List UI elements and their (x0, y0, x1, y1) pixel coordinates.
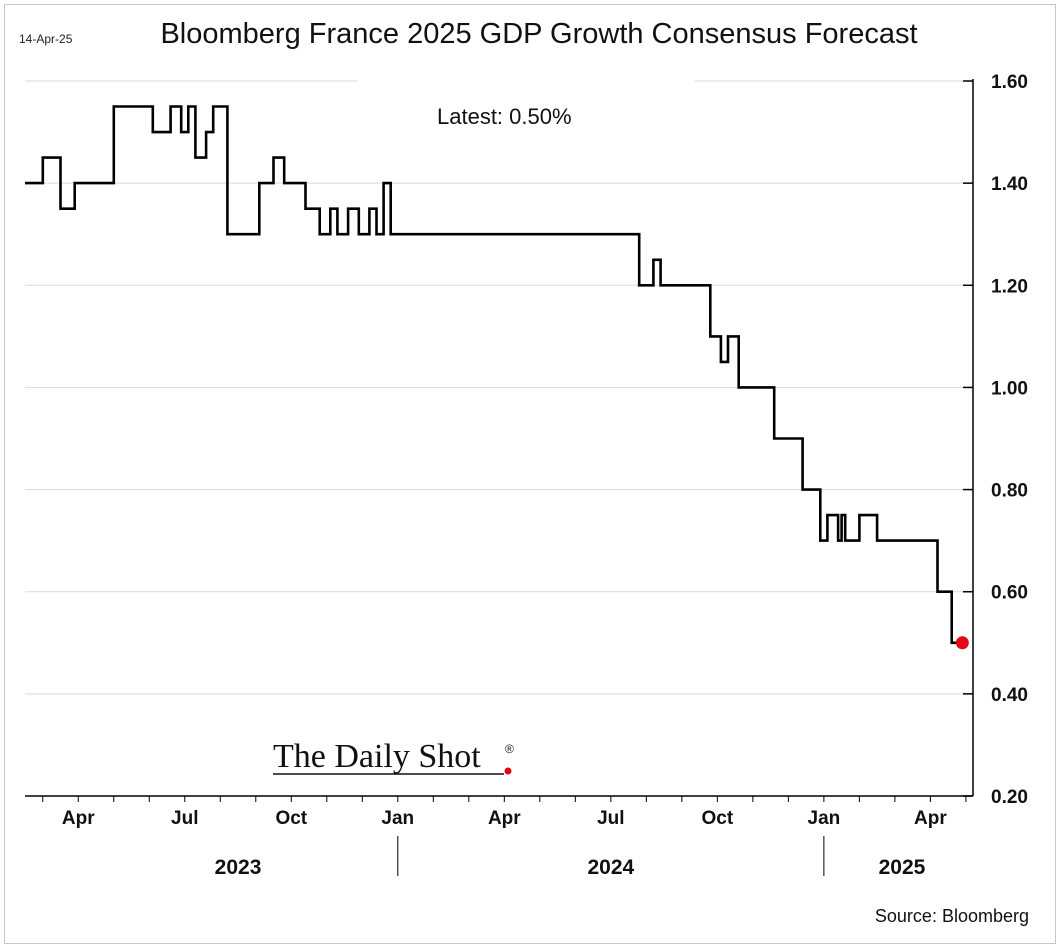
y-axis: 1.60 1.40 1.20 1.00 0.80 0.60 0.40 0.20 (963, 72, 1028, 808)
watermark-logo: The Daily Shot ® (273, 738, 514, 775)
year-label: 2024 (587, 856, 634, 879)
y-tick-label: 0.60 (991, 583, 1028, 604)
x-tick-label: Jul (171, 808, 198, 829)
series-line (25, 105, 963, 645)
year-label: 2023 (215, 856, 262, 879)
y-tick-label: 1.60 (991, 72, 1028, 93)
y-tick-label: 1.20 (991, 276, 1028, 297)
chart-frame: 14-Apr-25 Bloomberg France 2025 GDP Grow… (4, 4, 1056, 944)
y-tick-label: 0.40 (991, 685, 1028, 706)
y-tick-label: 0.20 (991, 787, 1028, 808)
x-tick-label: Apr (914, 808, 947, 829)
x-tick-label: Jul (597, 808, 624, 829)
x-tick-label: Oct (702, 808, 734, 829)
source-label: Source: Bloomberg (875, 906, 1029, 926)
watermark-dot (504, 767, 512, 775)
chart-title: Bloomberg France 2025 GDP Growth Consens… (160, 18, 917, 50)
date-label: 14-Apr-25 (19, 32, 73, 46)
x-tick-label: Apr (488, 808, 521, 829)
x-tick-label: Oct (275, 808, 307, 829)
watermark-registered-mark: ® (505, 742, 514, 756)
x-tick-label: Jan (381, 808, 414, 829)
x-tick-label: Apr (62, 808, 95, 829)
watermark-text: The Daily Shot (273, 738, 481, 775)
series-layer (25, 105, 969, 650)
latest-annotation: Latest: 0.50% (437, 104, 572, 129)
latest-point-marker (955, 636, 969, 650)
year-label: 2025 (879, 856, 926, 879)
x-axis: Apr Jul Oct Jan Apr Jul Oct Jan Apr 2023 2024 2025 (25, 795, 973, 879)
y-tick-label: 1.40 (991, 174, 1028, 195)
gridlines (25, 80, 973, 695)
y-tick-label: 0.80 (991, 481, 1028, 502)
y-tick-label: 1.00 (991, 378, 1028, 399)
chart-svg: 14-Apr-25 Bloomberg France 2025 GDP Grow… (19, 18, 1029, 926)
x-tick-label: Jan (808, 808, 841, 829)
